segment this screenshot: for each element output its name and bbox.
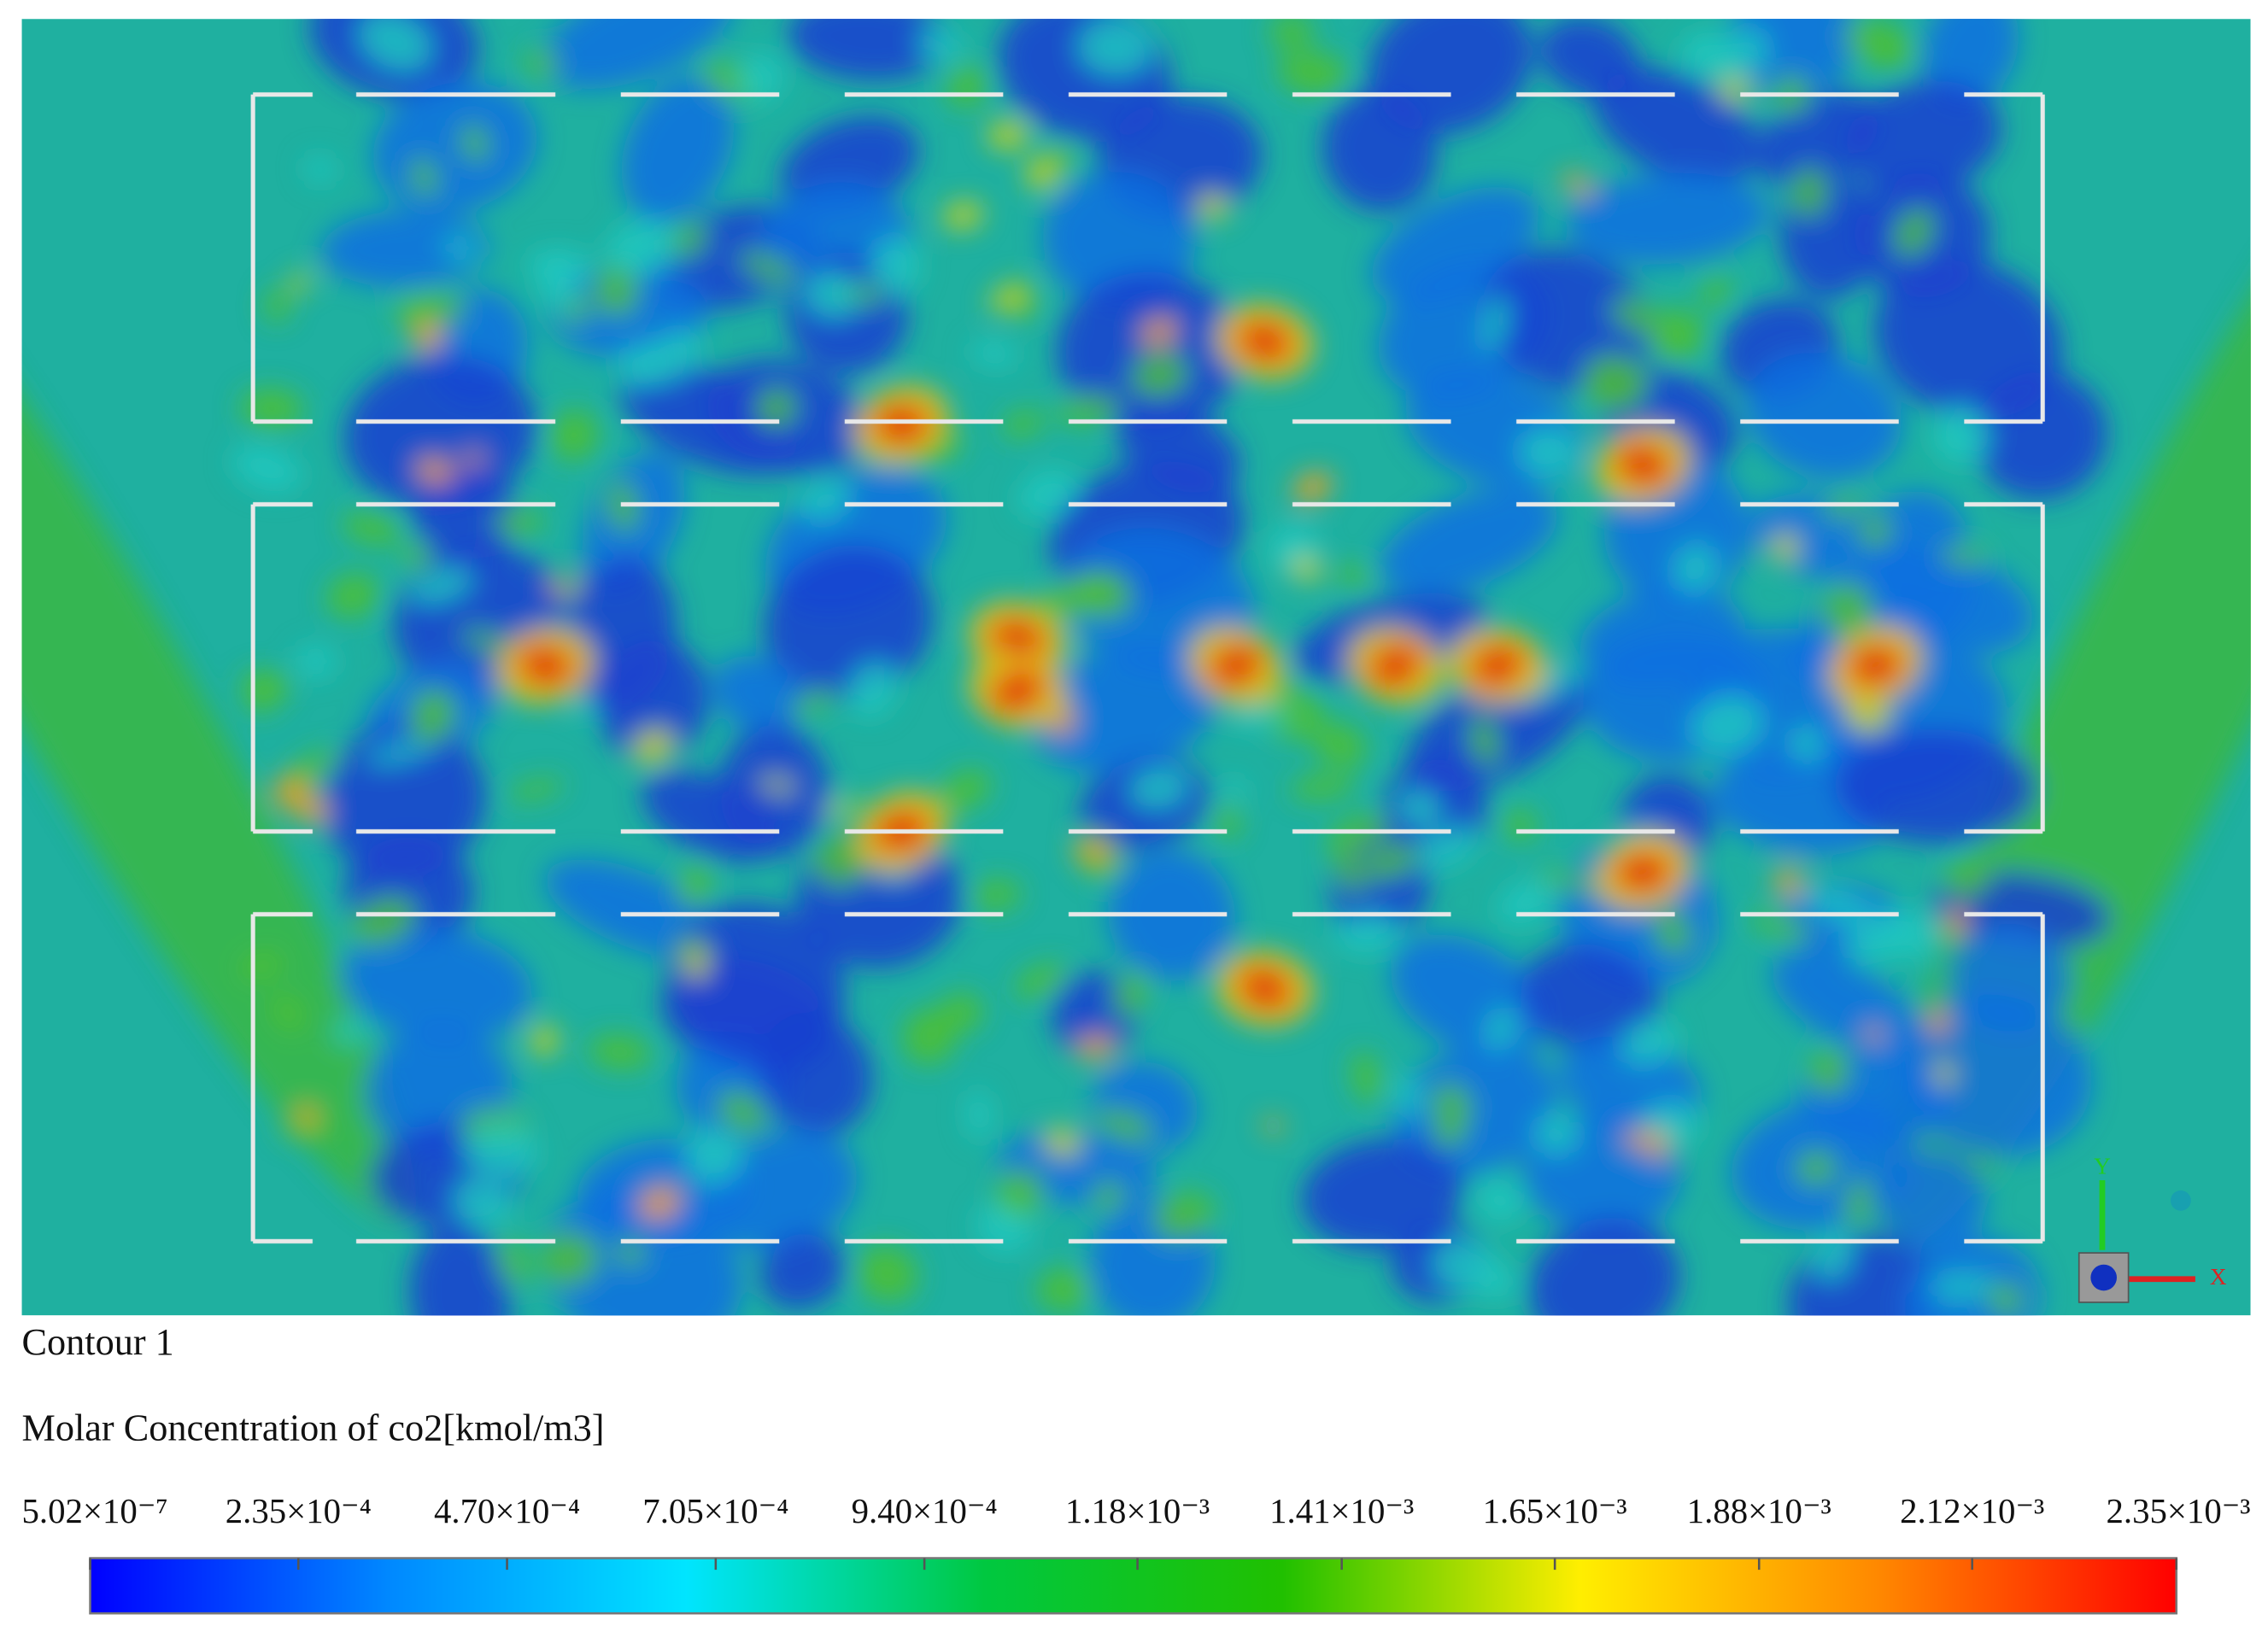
colorbar-tick-label: 5.02×10⁻⁷ (22, 1492, 168, 1530)
colorbar-label: Molar Concentration of co2[kmol/m3] (22, 1407, 605, 1449)
contour-field (21, 19, 2251, 1316)
colorbar-tick-label: 1.65×10⁻³ (1483, 1492, 1627, 1530)
colorbar-tick-label: 1.41×10⁻³ (1269, 1492, 1414, 1530)
colorbar-tick-label: 7.05×10⁻⁴ (642, 1492, 788, 1530)
colorbar-tick-label: 4.70×10⁻⁴ (434, 1492, 580, 1530)
colorbar-tick-label: 1.18×10⁻³ (1065, 1492, 1210, 1530)
colorbar-tick-label: 9.40×10⁻⁴ (852, 1492, 998, 1530)
colorbar-tick-label: 2.12×10⁻³ (1900, 1492, 2044, 1530)
axis-triad: Y X (2078, 1154, 2227, 1303)
svg-text:Y: Y (2094, 1154, 2111, 1179)
colorbar-tick-label: 1.88×10⁻³ (1687, 1492, 1831, 1530)
colorbar-tick-label: 2.35×10⁻³ (2106, 1492, 2250, 1530)
svg-text:X: X (2210, 1264, 2227, 1290)
colorbar-tick-label: 2.35×10⁻⁴ (226, 1492, 372, 1530)
colorbar (89, 1557, 2178, 1615)
contour-title: Contour 1 (22, 1321, 174, 1363)
